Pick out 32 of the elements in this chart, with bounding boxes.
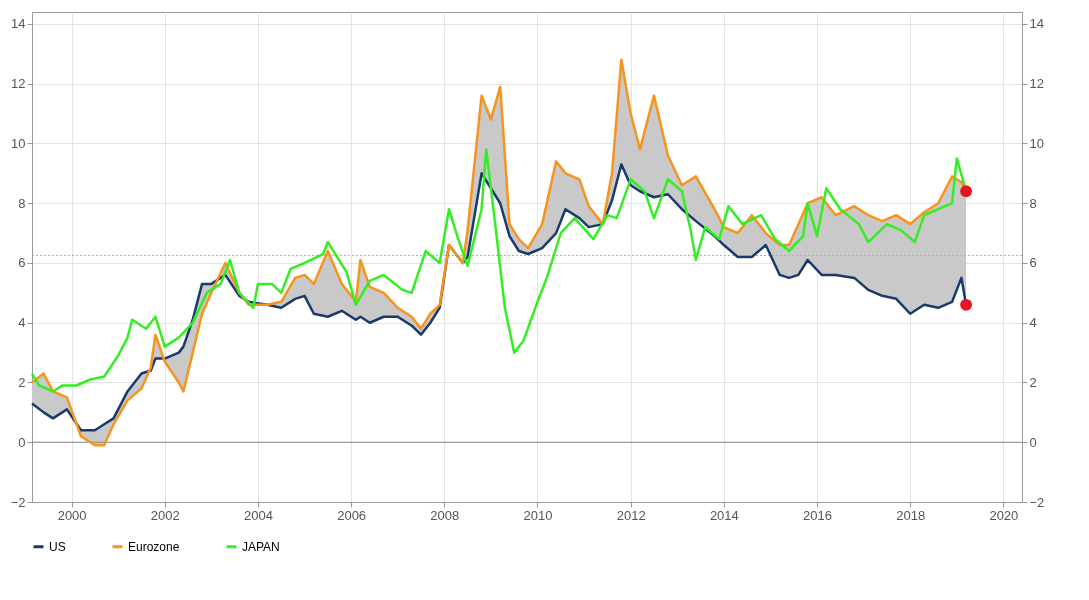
x-tick-label: 2012 bbox=[616, 507, 646, 523]
y2-tick-label: −2 bbox=[1029, 494, 1045, 510]
x-tick-label: 2014 bbox=[709, 507, 739, 523]
y2-tick-label: 2 bbox=[1029, 374, 1037, 390]
legend-label: US bbox=[49, 539, 66, 554]
x-tick-label: 2010 bbox=[523, 507, 553, 523]
y-tick-label: 12 bbox=[11, 76, 26, 92]
y-tick-label: 14 bbox=[11, 16, 26, 32]
y2-tick-label: 10 bbox=[1029, 135, 1044, 151]
y2-tick-label: 4 bbox=[1029, 315, 1037, 331]
x-tick-label: 2000 bbox=[57, 507, 87, 523]
x-tick-label: 2006 bbox=[337, 507, 367, 523]
y2-tick-label: 8 bbox=[1029, 195, 1037, 211]
x-tick-label: 2018 bbox=[896, 507, 926, 523]
y2-tick-label: 14 bbox=[1029, 16, 1044, 32]
y-tick-label: 10 bbox=[11, 135, 26, 151]
x-tick-label: 2002 bbox=[150, 507, 180, 523]
y-tick-label: 8 bbox=[18, 195, 26, 211]
x-tick-label: 2020 bbox=[989, 507, 1019, 523]
y-tick-label: 0 bbox=[18, 434, 26, 450]
y-tick-label: 4 bbox=[18, 315, 26, 331]
y-tick-label: −2 bbox=[10, 494, 26, 510]
x-tick-label: 2016 bbox=[803, 507, 832, 523]
legend-label: Eurozone bbox=[128, 539, 180, 554]
y2-tick-label: 0 bbox=[1029, 434, 1037, 450]
y-tick-label: 2 bbox=[18, 374, 26, 390]
legend-label: JAPAN bbox=[242, 539, 280, 554]
y-tick-label: 6 bbox=[18, 255, 26, 271]
x-tick-label: 2008 bbox=[430, 507, 460, 523]
y2-tick-label: 12 bbox=[1029, 76, 1044, 92]
x-tick-label: 2004 bbox=[243, 507, 273, 523]
y2-tick-label: 6 bbox=[1029, 255, 1037, 271]
